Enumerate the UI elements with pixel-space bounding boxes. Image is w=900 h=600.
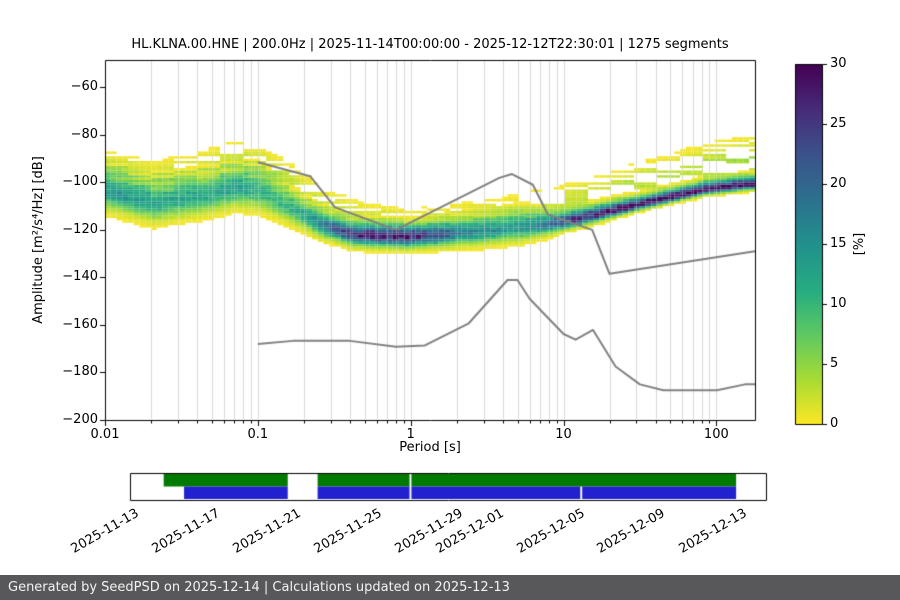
x-tick-label: 10 [555,427,572,442]
footer-text: Generated by SeedPSD on 2025-12-14 | Cal… [8,580,510,595]
x-tick-label: 1 [406,427,415,442]
y-tick-label: −60 [70,79,98,95]
colorbar-tick-label: 5 [830,356,839,371]
x-axis-label: Period [s] [399,440,461,455]
x-tick-label: 0.01 [90,427,120,442]
y-tick-label: −160 [62,316,98,332]
colorbar-tick-label: 15 [830,236,847,251]
x-tick-label: 100 [703,427,729,442]
colorbar-tick-label: 30 [830,56,847,71]
colorbar-tick-label: 0 [830,416,839,431]
chart-title: HL.KLNA.00.HNE | 200.0Hz | 2025-11-14T00… [131,37,729,52]
colorbar-tick-label: 10 [830,296,847,311]
x-tick-label: 0.1 [247,427,269,442]
colorbar-tick-label: 20 [830,176,847,191]
footer-bar: Generated by SeedPSD on 2025-12-14 | Cal… [0,575,900,600]
y-tick-label: −80 [70,126,98,142]
y-tick-label: −100 [62,174,98,190]
y-tick-label: −200 [62,412,98,427]
colorbar-tick-label: 25 [830,116,847,131]
y-tick-label: −120 [62,221,98,237]
y-tick-label: −180 [62,364,98,380]
y-tick-label: −140 [62,269,98,285]
